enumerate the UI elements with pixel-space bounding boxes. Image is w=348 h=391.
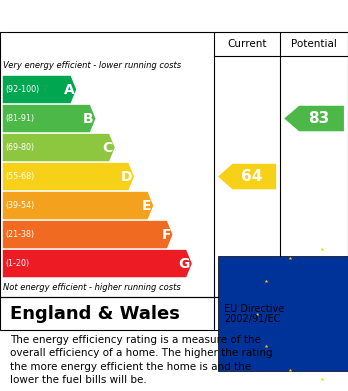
Polygon shape — [3, 76, 76, 103]
Text: The energy efficiency rating is a measure of the
overall efficiency of a home. T: The energy efficiency rating is a measur… — [10, 335, 273, 386]
FancyBboxPatch shape — [218, 256, 348, 371]
Polygon shape — [218, 164, 276, 189]
Text: (92-100): (92-100) — [6, 85, 40, 94]
Text: 83: 83 — [308, 111, 329, 126]
Text: E: E — [142, 199, 151, 213]
Text: C: C — [103, 140, 113, 154]
Text: G: G — [179, 256, 190, 271]
Text: B: B — [83, 111, 94, 126]
Text: EU Directive: EU Directive — [224, 304, 285, 314]
Text: (1-20): (1-20) — [6, 259, 30, 268]
Text: 2002/91/EC: 2002/91/EC — [224, 314, 281, 324]
Text: A: A — [64, 83, 74, 97]
Polygon shape — [3, 105, 95, 132]
Text: (21-38): (21-38) — [6, 230, 35, 239]
Polygon shape — [3, 250, 192, 277]
Text: Potential: Potential — [291, 39, 337, 49]
Text: 64: 64 — [241, 169, 262, 184]
Polygon shape — [3, 134, 115, 161]
Polygon shape — [3, 192, 153, 219]
Text: (39-54): (39-54) — [6, 201, 35, 210]
Text: F: F — [161, 228, 171, 242]
Text: D: D — [121, 170, 132, 183]
Text: Energy Efficiency Rating: Energy Efficiency Rating — [10, 8, 239, 26]
Polygon shape — [3, 163, 134, 190]
Polygon shape — [284, 106, 344, 131]
Text: (69-80): (69-80) — [6, 143, 35, 152]
Polygon shape — [3, 221, 173, 248]
Text: (55-68): (55-68) — [6, 172, 35, 181]
Text: Current: Current — [227, 39, 267, 49]
Text: Not energy efficient - higher running costs: Not energy efficient - higher running co… — [3, 283, 181, 292]
Text: (81-91): (81-91) — [6, 114, 35, 123]
Text: Very energy efficient - lower running costs: Very energy efficient - lower running co… — [3, 61, 182, 70]
Text: England & Wales: England & Wales — [10, 305, 180, 323]
